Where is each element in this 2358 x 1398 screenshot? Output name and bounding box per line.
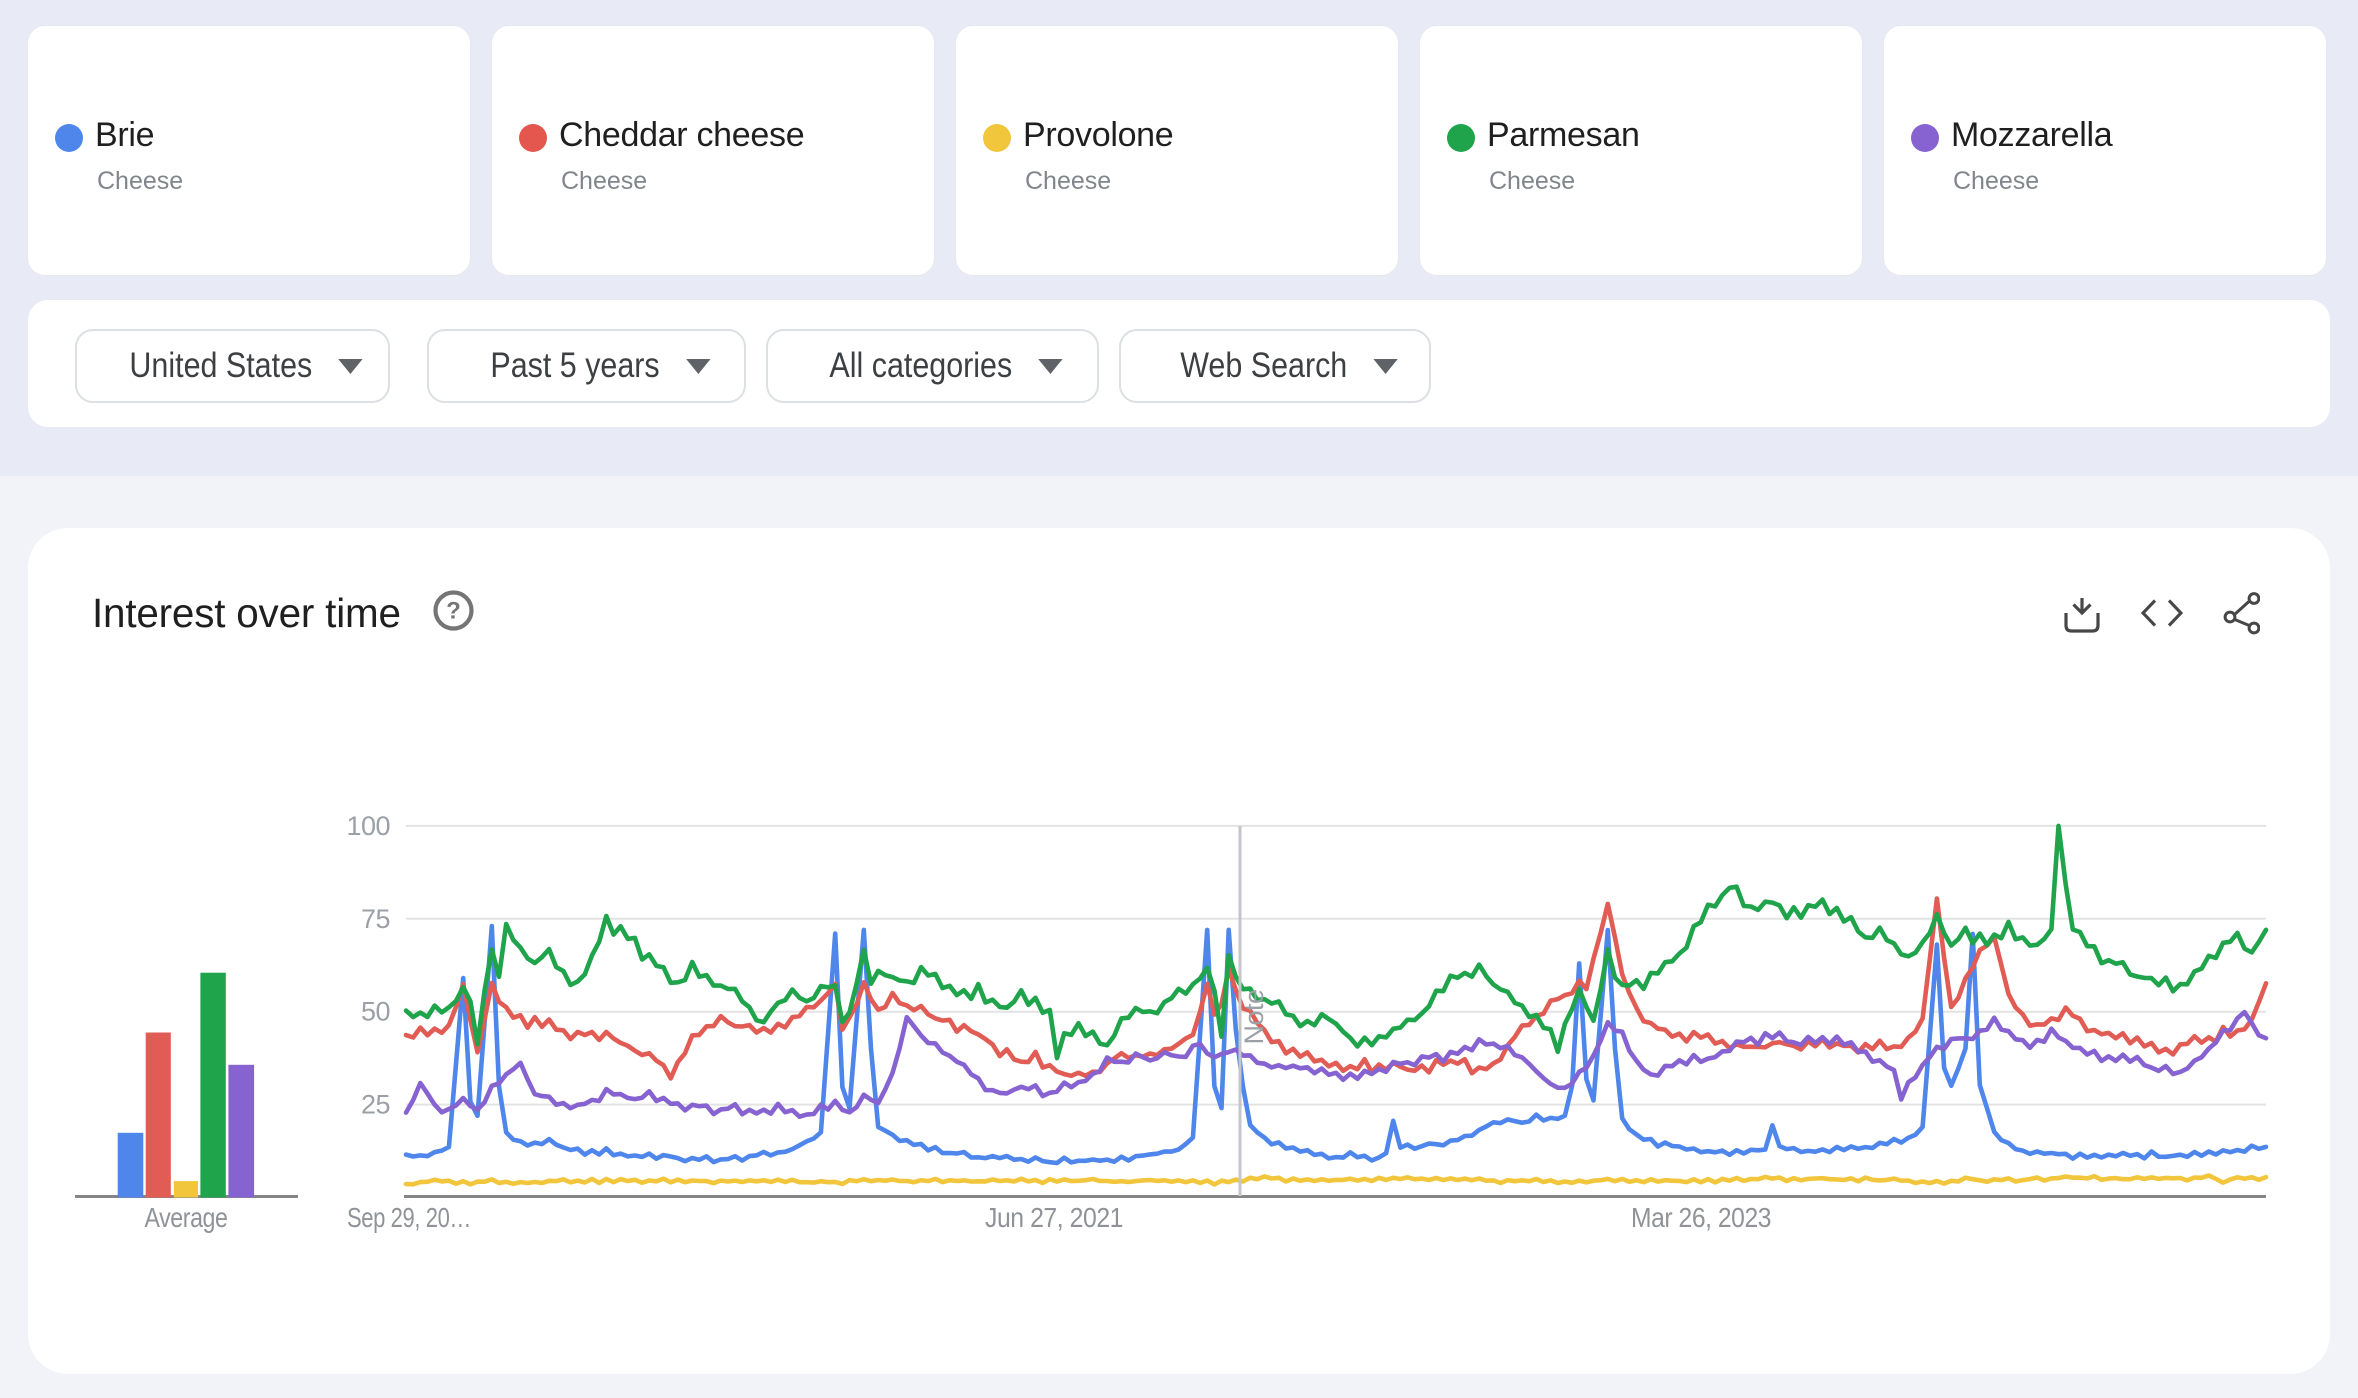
svg-text:Average: Average: [145, 1202, 228, 1233]
svg-text:Note: Note: [1239, 989, 1269, 1044]
svg-text:?: ?: [446, 598, 461, 625]
svg-text:50: 50: [361, 997, 390, 1027]
svg-text:Jun 27, 2021: Jun 27, 2021: [985, 1202, 1123, 1233]
svg-text:100: 100: [346, 811, 390, 841]
svg-text:Mar 26, 2023: Mar 26, 2023: [1631, 1202, 1771, 1233]
svg-text:25: 25: [361, 1090, 390, 1120]
svg-text:Sep 29, 20…: Sep 29, 20…: [347, 1202, 471, 1233]
svg-text:75: 75: [361, 904, 390, 934]
